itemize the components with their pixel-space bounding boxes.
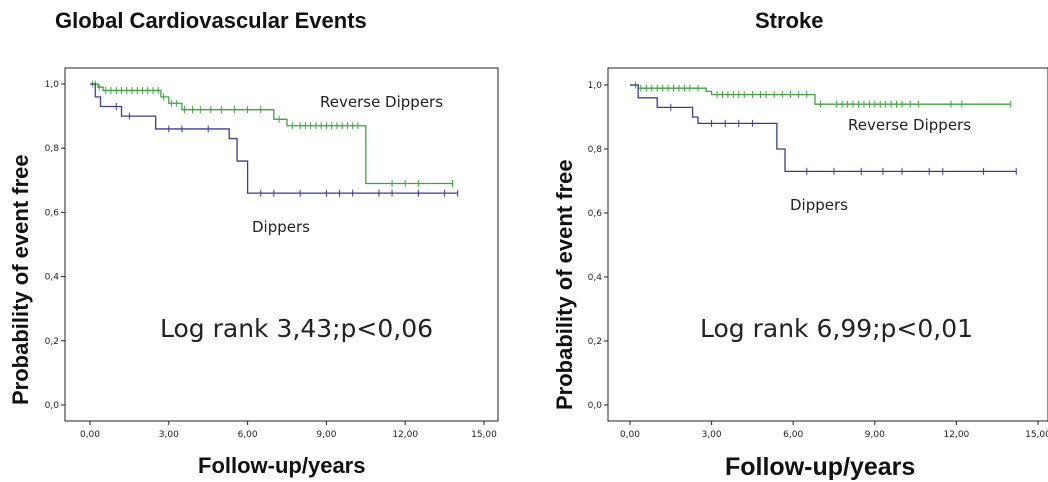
x-tick-label: 0,00 (80, 430, 100, 440)
series-line-dippers (90, 83, 458, 194)
x-tick-label: 3,00 (159, 430, 179, 440)
log-rank-annotation: Log rank 3,43;p<0,06 (160, 314, 433, 343)
y-tick-label: 0,0 (588, 401, 603, 411)
series-label-reverse-dippers: Reverse Dippers (848, 116, 971, 134)
x-tick-label: 15,00 (471, 430, 497, 440)
x-tick-label: 15,00 (1025, 430, 1048, 440)
y-tick-label: 0,2 (588, 337, 602, 347)
log-rank-annotation: Log rank 6,99;p<0,01 (700, 314, 973, 343)
plot-frame (64, 67, 499, 422)
x-tick-label: 9,00 (316, 430, 336, 440)
y-tick-label: 1,0 (588, 81, 603, 91)
series-label-reverse-dippers: Reverse Dippers (320, 93, 443, 111)
chart-title-global-cardiovascular: Global Cardiovascular Events (55, 8, 367, 33)
y-tick-label: 0,6 (45, 208, 60, 218)
y-tick-label: 0,4 (588, 273, 603, 283)
x-tick-label: 9,00 (865, 430, 885, 440)
x-tick-label: 0,00 (620, 430, 640, 440)
y-tick-label: 0,0 (45, 401, 60, 411)
plot-frame (607, 67, 1048, 422)
x-axis-label-right: Follow-up/years (725, 453, 916, 481)
x-tick-label: 3,00 (702, 430, 722, 440)
x-tick-label: 6,00 (238, 430, 258, 440)
chart-title-stroke: Stroke (755, 8, 824, 33)
x-tick-label: 6,00 (783, 430, 803, 440)
x-tick-label: 12,00 (392, 430, 418, 440)
y-tick-label: 0,8 (588, 145, 603, 155)
series-line-dippers (630, 84, 1017, 173)
y-tick-label: 0,8 (45, 144, 60, 154)
y-tick-label: 1,0 (45, 80, 60, 90)
y-tick-label: 0,2 (45, 337, 59, 347)
y-tick-label: 0,6 (588, 209, 603, 219)
y-tick-label: 0,4 (45, 273, 60, 283)
x-axis-label-left: Follow-up/years (198, 453, 366, 478)
series-label-dippers: Dippers (790, 196, 848, 214)
x-tick-label: 12,00 (944, 430, 970, 440)
series-label-dippers: Dippers (252, 218, 310, 236)
